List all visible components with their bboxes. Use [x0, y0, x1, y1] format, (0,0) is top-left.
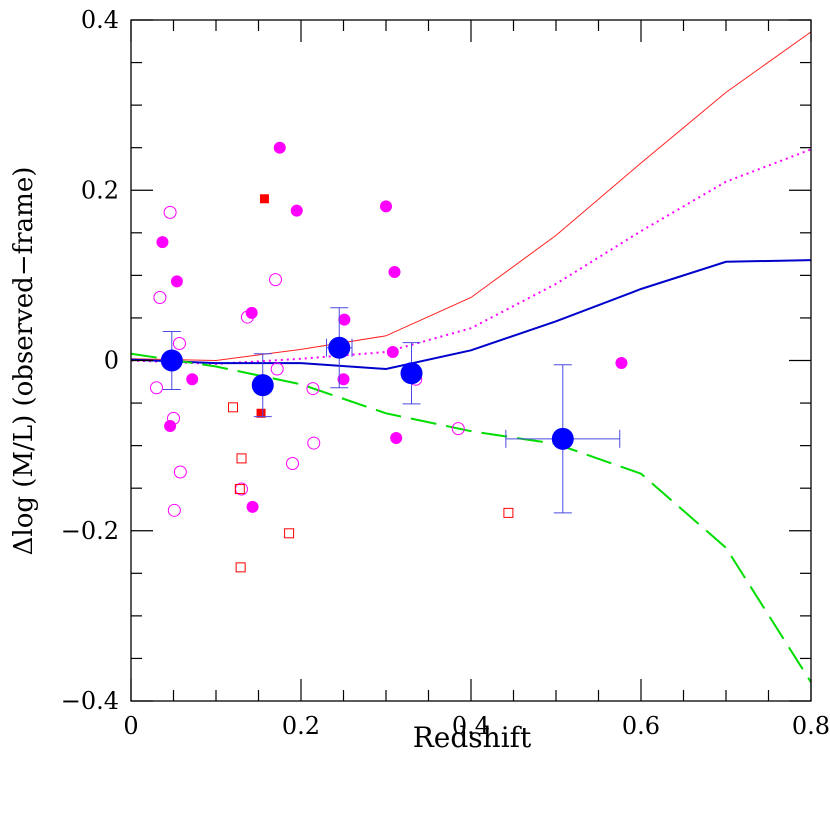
- tick-labels: 0 0.2 0.4 0.6 0.8 −0.4 −0.2 0 0.2 0.4: [61, 6, 830, 740]
- filled-circle-point: [170, 275, 183, 288]
- open-circle-point: [240, 310, 254, 324]
- binned-mean-point: [551, 427, 574, 450]
- plot-frame: [130, 19, 812, 702]
- open-square-point: [236, 453, 247, 464]
- filled-square-point: [256, 408, 266, 418]
- series-line-dashed: [130, 352, 812, 683]
- open-square-point: [235, 562, 246, 573]
- series-line-dotted: [130, 148, 812, 365]
- open-square-point: [284, 528, 295, 539]
- binned-mean-point: [400, 362, 423, 385]
- open-circle-point: [173, 465, 187, 479]
- x-tick-label: 0.4: [452, 712, 490, 740]
- open-circle-point: [269, 273, 282, 287]
- open-circle-point: [167, 411, 180, 425]
- series-line-solid-thin: [130, 31, 812, 362]
- open-circle-point: [163, 205, 177, 219]
- axis-ticks: [130, 19, 812, 702]
- binned-mean-point: [160, 349, 183, 372]
- filled-circle-point: [164, 420, 177, 433]
- open-circle-point: [270, 362, 284, 376]
- x-axis-label: Redshift: [413, 721, 532, 754]
- filled-circle-point: [186, 373, 199, 386]
- x-tick-label: 0.6: [622, 712, 660, 740]
- model-curves: [130, 31, 812, 683]
- open-circle-point: [451, 422, 465, 436]
- filled-circle-point: [337, 373, 350, 386]
- open-square-point: [234, 484, 245, 495]
- filled-circle-point: [338, 313, 351, 326]
- open-circle-point: [306, 382, 320, 396]
- filled-circle-point: [273, 141, 286, 154]
- y-tick-label: −0.2: [61, 517, 119, 545]
- filled-circle-point: [380, 200, 392, 213]
- filled-square-point: [259, 194, 269, 204]
- open-circle-point: [167, 503, 181, 517]
- open-circle-point: [172, 336, 186, 350]
- y-tick-label: 0.4: [81, 6, 119, 34]
- open-square-point: [503, 507, 514, 518]
- y-axis-label: Δlog (M/L) (observed−frame): [9, 167, 39, 556]
- binned-mean-point: [251, 374, 274, 397]
- binned-mean-point: [328, 336, 351, 359]
- x-tick-label: 0.8: [792, 712, 830, 740]
- open-circle-point: [153, 291, 167, 305]
- filled-circle-point: [156, 236, 169, 249]
- y-tick-label: 0.2: [81, 176, 119, 204]
- filled-circle-point: [246, 500, 259, 513]
- binned-means: [160, 307, 621, 514]
- filled-circle-point: [388, 265, 401, 278]
- open-circle-point: [307, 436, 321, 450]
- open-circle-point: [286, 457, 299, 471]
- y-tick-label: 0: [104, 347, 119, 375]
- filled-circle-point: [386, 345, 399, 358]
- y-tick-label: −0.4: [61, 687, 119, 715]
- series-line-solid: [130, 259, 812, 371]
- x-tick-label: 0.2: [282, 712, 320, 740]
- open-square-point: [228, 402, 238, 413]
- filled-circle-point: [390, 431, 403, 444]
- filled-circle-point: [615, 357, 628, 370]
- data-points: [150, 141, 628, 573]
- x-tick-label: 0: [123, 712, 138, 740]
- filled-circle-point: [290, 204, 303, 217]
- open-circle-point: [150, 381, 163, 395]
